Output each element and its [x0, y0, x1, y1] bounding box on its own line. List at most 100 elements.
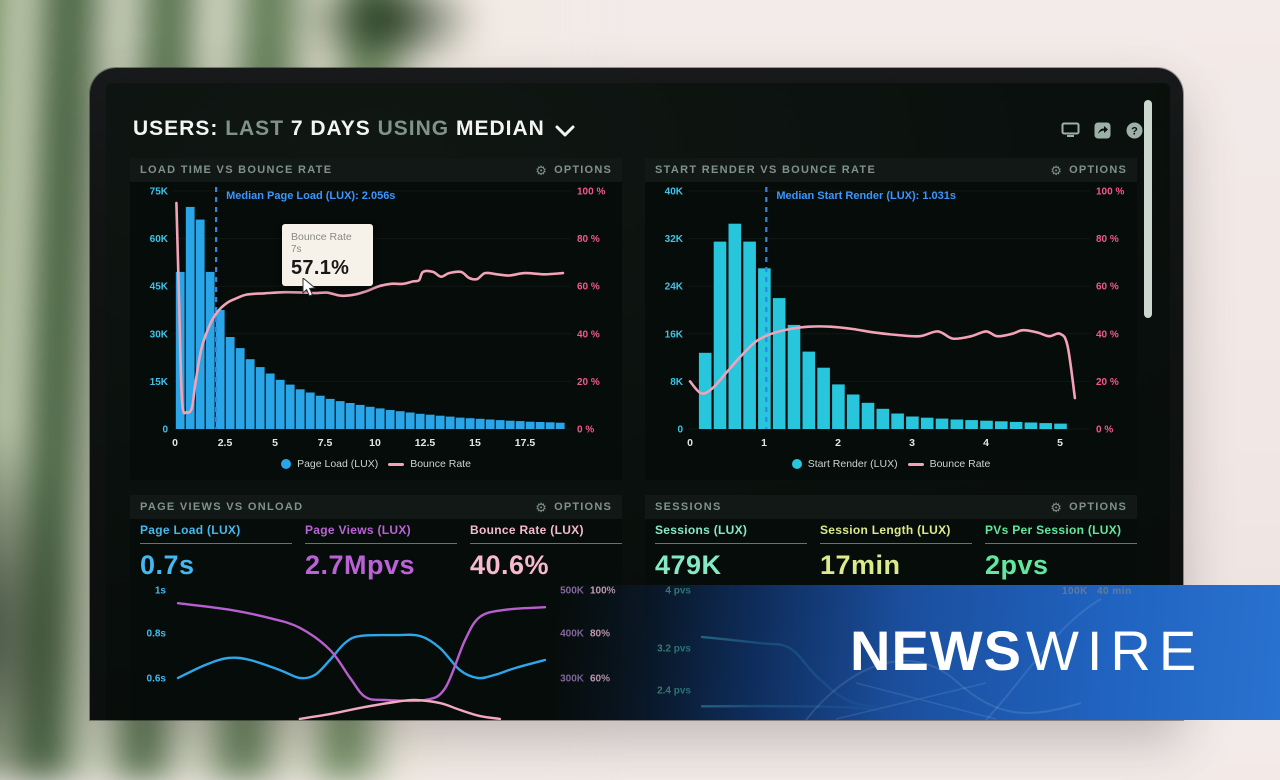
metric-label: Sessions (LUX) — [655, 523, 807, 544]
metric-value: 17min — [820, 550, 901, 580]
share-icon[interactable] — [1092, 121, 1112, 139]
title-part: USING — [377, 117, 456, 140]
logo-light-part: WIRE — [1026, 619, 1205, 682]
metric-block: PVs Per Session (LUX) 2pvs — [985, 523, 1137, 581]
scrollbar-thumb[interactable] — [1144, 100, 1152, 318]
gear-icon: ⚙ — [1050, 499, 1064, 515]
bounce-rate-line — [175, 201, 565, 415]
metric-value: 479K — [655, 550, 722, 580]
svg-text:40K: 40K — [665, 187, 684, 198]
panel-start-render-vs-bounce-rate: START RENDER VS BOUNCE RATE ⚙ OPTIONS Med… — [645, 158, 1137, 480]
metric-value: 2.7Mpvs — [305, 550, 416, 580]
svg-text:15: 15 — [469, 437, 481, 449]
svg-text:40 %: 40 % — [577, 329, 600, 340]
svg-text:17.5: 17.5 — [515, 437, 536, 449]
users-period-dropdown[interactable]: USERS: LAST 7 DAYS USING MEDIAN — [133, 117, 575, 141]
metric-row: Sessions (LUX) 479K Session Length (LUX) 17… — [645, 523, 1137, 581]
svg-text:0: 0 — [687, 437, 693, 449]
legend-label: Bounce Rate — [929, 458, 991, 470]
panel-title: PAGE VIEWS VS ONLOAD — [140, 501, 304, 513]
svg-text:0.6s: 0.6s — [147, 674, 167, 685]
metric-block: Page Views (LUX) 2.7Mpvs — [305, 523, 457, 581]
logo-bold-part: NEWS — [850, 619, 1022, 682]
svg-text:80 %: 80 % — [577, 234, 600, 245]
svg-text:100 %: 100 % — [1096, 187, 1124, 198]
legend-line-marker — [907, 462, 924, 466]
svg-text:7.5: 7.5 — [318, 437, 333, 449]
trend-line — [298, 698, 502, 720]
svg-text:2.5: 2.5 — [218, 437, 233, 449]
metric-value: 40.6% — [470, 550, 550, 580]
trend-line — [176, 633, 547, 680]
help-icon[interactable]: ? — [1124, 121, 1144, 139]
bar-series — [698, 223, 1067, 430]
panel-title: LOAD TIME VS BOUNCE RATE — [140, 164, 333, 176]
page-title: USERS: LAST 7 DAYS USING MEDIAN — [133, 117, 545, 141]
metric-label: Page Load (LUX) — [140, 523, 292, 544]
metric-label: PVs Per Session (LUX) — [985, 523, 1137, 544]
svg-text:0 %: 0 % — [577, 425, 594, 436]
panel-load-time-vs-bounce-rate: LOAD TIME VS BOUNCE RATE ⚙ OPTIONS Median… — [130, 158, 622, 480]
legend-item[interactable]: Page Load (LUX) — [281, 458, 378, 470]
trend-line — [176, 602, 547, 703]
svg-text:20 %: 20 % — [577, 377, 600, 388]
legend-label: Start Render (LUX) — [807, 458, 898, 470]
metric-label: Page Views (LUX) — [305, 523, 457, 544]
legend-label: Page Load (LUX) — [297, 458, 379, 470]
chart-legend: Page Load (LUX) Bounce Rate — [130, 458, 622, 470]
options-button[interactable]: ⚙ OPTIONS — [535, 162, 612, 178]
metric-block: Bounce Rate (LUX) 40.6% — [470, 523, 622, 581]
mouse-cursor — [302, 278, 317, 297]
page-views-trend-chart[interactable]: 1s0.8s0.6s500K100%400K80%300K60% — [130, 575, 622, 720]
tooltip-title: Bounce Rate — [291, 231, 352, 243]
svg-text:16K: 16K — [665, 329, 684, 340]
svg-text:0: 0 — [172, 437, 178, 449]
svg-text:20 %: 20 % — [1096, 377, 1119, 388]
svg-text:1: 1 — [761, 437, 767, 449]
options-button[interactable]: ⚙ OPTIONS — [1050, 499, 1127, 515]
start-render-chart[interactable]: Median Start Render (LUX): 1.031s 40K 32K 2… — [645, 183, 1137, 455]
svg-text:45K: 45K — [150, 282, 169, 293]
legend-item[interactable]: Bounce Rate — [388, 458, 471, 470]
svg-text:5: 5 — [272, 437, 278, 449]
svg-text:2: 2 — [835, 437, 841, 449]
load-time-chart[interactable]: Median Page Load (LUX): 2.056s 75K 60K 45K 3… — [130, 183, 622, 455]
gear-icon: ⚙ — [535, 499, 549, 515]
title-part: MEDIAN — [455, 117, 545, 140]
display-icon[interactable] — [1060, 121, 1080, 139]
gear-icon: ⚙ — [535, 162, 549, 178]
chart-tooltip: Bounce Rate 7s 57.1% — [282, 224, 373, 286]
newswire-logo: NEWSWIRE — [850, 621, 1204, 681]
panel-header: SESSIONS ⚙ OPTIONS — [645, 495, 1137, 519]
bounce-rate-line — [688, 325, 1077, 400]
panel-header: PAGE VIEWS VS ONLOAD ⚙ OPTIONS — [130, 495, 622, 519]
svg-text:10: 10 — [369, 437, 381, 449]
svg-text:60 %: 60 % — [577, 282, 600, 293]
banner-decorative-lines — [805, 598, 1102, 720]
legend-item[interactable]: Bounce Rate — [907, 458, 991, 470]
title-part: 7 DAYS — [290, 117, 378, 140]
svg-text:3: 3 — [909, 437, 915, 449]
faint-label-100k: 100K — [1062, 586, 1088, 597]
faint-label-40min: 40 min — [1097, 586, 1132, 597]
svg-text:24K: 24K — [665, 282, 684, 293]
svg-text:0 %: 0 % — [1096, 425, 1113, 436]
svg-text:4: 4 — [983, 437, 989, 449]
metric-block: Sessions (LUX) 479K — [655, 523, 807, 581]
svg-text:1s: 1s — [155, 586, 167, 597]
legend-dot-marker — [791, 459, 802, 469]
legend-item[interactable]: Start Render (LUX) — [791, 458, 898, 470]
options-button[interactable]: ⚙ OPTIONS — [1050, 162, 1127, 178]
panel-header: START RENDER VS BOUNCE RATE ⚙ OPTIONS — [645, 158, 1137, 182]
median-label: Median Start Render (LUX): 1.031s — [776, 190, 956, 202]
metric-value: 0.7s — [140, 550, 195, 580]
svg-text:40 %: 40 % — [1096, 329, 1119, 340]
svg-text:0: 0 — [162, 425, 168, 436]
legend-line-marker — [388, 462, 405, 466]
svg-text:15K: 15K — [150, 377, 169, 388]
options-button[interactable]: ⚙ OPTIONS — [535, 499, 612, 515]
median-label: Median Page Load (LUX): 2.056s — [226, 190, 395, 202]
svg-text:?: ? — [1131, 125, 1138, 137]
svg-text:0.8s: 0.8s — [147, 629, 167, 640]
svg-text:8K: 8K — [670, 377, 684, 388]
